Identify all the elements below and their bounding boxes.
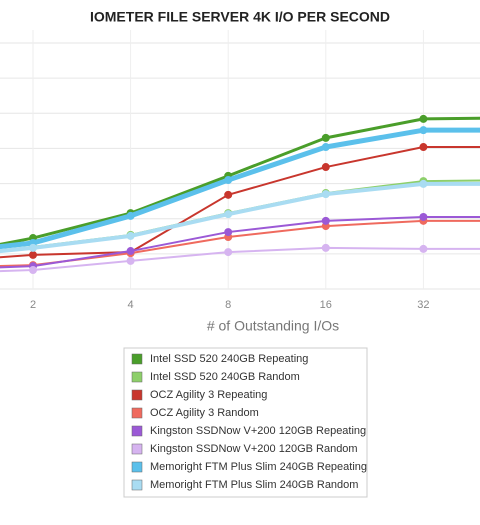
legend-label: Memoright FTM Plus Slim 240GB Random [150, 479, 358, 491]
chart-title: IOMETER FILE SERVER 4K I/O PER SECOND [90, 9, 390, 25]
data-point [419, 126, 428, 135]
legend-swatch [131, 461, 143, 473]
data-point [126, 247, 135, 256]
data-point [29, 243, 37, 252]
data-point [321, 133, 330, 142]
data-point [419, 114, 428, 123]
x-axis-label: # of Outstanding I/Os [207, 318, 339, 334]
data-point [224, 176, 233, 185]
legend-swatch [131, 353, 143, 365]
data-point [29, 266, 37, 275]
legend-swatch [131, 425, 143, 437]
grid [0, 30, 480, 290]
data-point [419, 179, 428, 188]
x-tick-label: 8 [225, 299, 231, 311]
x-tick-label: 2 [30, 299, 36, 311]
data-point [224, 210, 233, 219]
legend-label: Memoright FTM Plus Slim 240GB Repeating [150, 461, 367, 473]
legend-swatch [131, 479, 143, 491]
legend-label: Kingston SSDNow V+200 120GB Random [150, 443, 358, 455]
x-tick-label: 16 [320, 299, 332, 311]
data-point [321, 143, 330, 152]
legend-label: Kingston SSDNow V+200 120GB Repeating [150, 425, 366, 437]
data-point [126, 256, 135, 265]
legend-swatch [131, 371, 143, 383]
legend-swatch [131, 443, 143, 455]
data-point [321, 163, 330, 172]
data-point [419, 244, 428, 253]
data-point [126, 211, 135, 220]
legend-label: OCZ Agility 3 Repeating [150, 389, 267, 401]
data-point [224, 228, 233, 237]
x-tick-label: 4 [128, 299, 134, 311]
data-point [224, 248, 233, 257]
legend-swatch [131, 389, 143, 401]
data-point [29, 250, 37, 259]
data-point [321, 216, 330, 225]
data-point [321, 243, 330, 252]
legend-label: OCZ Agility 3 Random [150, 407, 259, 419]
legend-label: Intel SSD 520 240GB Repeating [150, 353, 308, 365]
series-line [0, 181, 480, 254]
data-point [419, 143, 428, 152]
legend-swatch [131, 407, 143, 419]
data-point [126, 231, 135, 240]
plot-area [0, 114, 480, 275]
data-point [224, 190, 233, 199]
legend [123, 347, 368, 498]
legend-label: Intel SSD 520 240GB Random [150, 371, 300, 383]
data-point [321, 190, 330, 199]
data-point [419, 212, 428, 221]
x-tick-label: 32 [417, 299, 429, 311]
